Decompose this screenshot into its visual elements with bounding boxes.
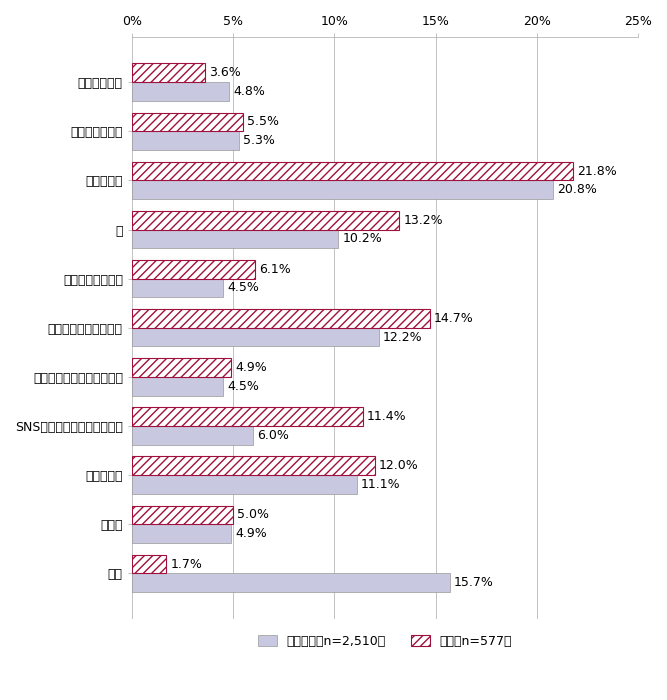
Bar (132, 113, 243, 132)
Bar (132, 132, 239, 150)
Text: 4.5%: 4.5% (227, 281, 259, 295)
Bar (132, 573, 450, 592)
Text: 3.6%: 3.6% (209, 66, 241, 79)
Text: 5.0%: 5.0% (237, 508, 269, 522)
Bar (132, 181, 553, 199)
Text: 4.8%: 4.8% (233, 85, 265, 98)
Text: 21.8%: 21.8% (578, 164, 617, 178)
Text: 20.8%: 20.8% (557, 183, 597, 196)
Bar (132, 426, 253, 444)
Bar (132, 230, 338, 248)
Legend: 電話相談（n=2,510）, 面談（n=577）: 電話相談（n=2,510）, 面談（n=577） (253, 630, 517, 653)
Text: 6.0%: 6.0% (257, 429, 289, 442)
Bar (132, 407, 363, 426)
Text: 5.3%: 5.3% (243, 134, 275, 147)
Text: 1.7%: 1.7% (170, 558, 202, 570)
Text: 15.7%: 15.7% (454, 576, 494, 589)
Bar (132, 377, 223, 395)
Bar (132, 358, 231, 377)
Text: 11.1%: 11.1% (361, 478, 400, 491)
Text: 11.4%: 11.4% (367, 410, 406, 424)
Bar (132, 328, 379, 346)
Bar (132, 524, 231, 543)
Text: 4.9%: 4.9% (235, 361, 267, 374)
Text: 4.9%: 4.9% (235, 527, 267, 540)
Bar (132, 309, 430, 328)
Text: 6.1%: 6.1% (259, 262, 291, 276)
Text: 14.7%: 14.7% (434, 312, 474, 325)
Bar (132, 555, 166, 573)
Text: 12.0%: 12.0% (379, 459, 419, 473)
Bar (132, 456, 375, 475)
Bar (132, 260, 255, 279)
Text: 13.2%: 13.2% (404, 214, 443, 227)
Bar (132, 64, 205, 82)
Text: 5.5%: 5.5% (247, 116, 279, 128)
Bar (132, 505, 233, 524)
Bar (132, 475, 357, 493)
Text: 10.2%: 10.2% (342, 232, 382, 246)
Text: 4.5%: 4.5% (227, 379, 259, 393)
Bar (132, 279, 223, 298)
Bar (132, 162, 573, 181)
Bar (132, 82, 229, 101)
Text: 12.2%: 12.2% (383, 330, 423, 344)
Bar (132, 211, 399, 230)
